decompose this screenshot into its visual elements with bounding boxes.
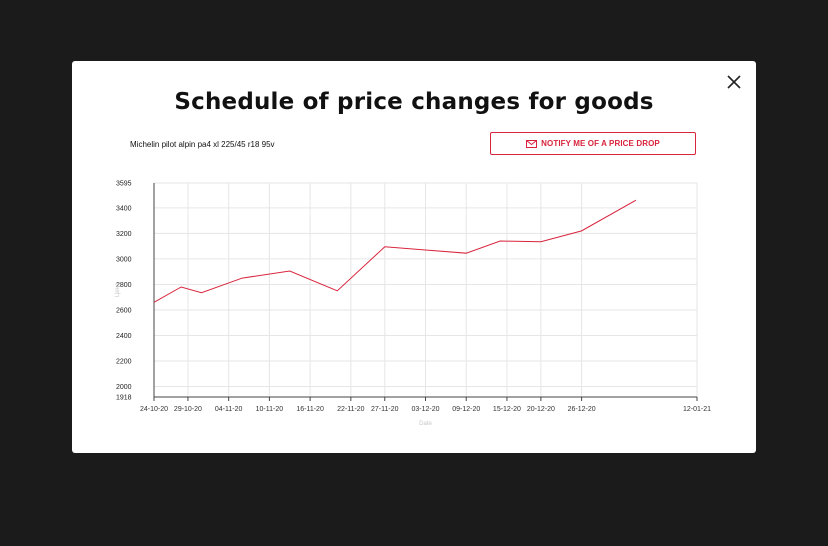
y-axis-label: Цена	[115, 282, 121, 297]
y-tick-label: 3200	[116, 231, 132, 238]
y-tick-label: 3000	[116, 256, 132, 263]
x-tick-label: 10-11-20	[256, 406, 284, 413]
y-axis-ticks: 1918 2000 2200 2400 2600 2800 3000 3200 3400 3595	[116, 181, 132, 402]
x-tick-label: 16-11-20	[296, 406, 324, 413]
y-tick-label: 2400	[116, 333, 132, 340]
x-axis-label: Date	[419, 421, 432, 427]
chart-axes	[153, 183, 698, 401]
y-tick-label: 3400	[116, 205, 132, 212]
chart-grid	[153, 182, 698, 398]
product-name: Michelin pilot alpin pa4 xl 225/45 r18 9…	[130, 140, 275, 149]
x-tick-label: 20-12-20	[527, 406, 555, 413]
x-tick-label: 29-10-20	[174, 406, 202, 413]
y-tick-label: 1918	[116, 395, 132, 402]
y-tick-label: 2600	[116, 307, 132, 314]
price-history-modal: Schedule of price changes for goods Mich…	[72, 61, 756, 453]
x-tick-label: 24-10-20	[140, 406, 168, 413]
x-tick-label: 27-11-20	[371, 406, 399, 413]
x-tick-label: 22-11-20	[337, 406, 365, 413]
modal-title: Schedule of price changes for goods	[174, 89, 654, 115]
close-icon[interactable]	[724, 72, 744, 92]
y-tick-label: 2200	[116, 359, 132, 366]
notify-price-drop-button[interactable]: NOTIFY ME OF A PRICE DROP	[490, 132, 696, 155]
envelope-icon	[526, 139, 538, 148]
x-tick-label: 04-11-20	[215, 406, 243, 413]
x-tick-label: 03-12-20	[411, 406, 439, 413]
price-series-line	[153, 199, 637, 303]
price-chart: 1918 2000 2200 2400 2600 2800 3000 3200 3400 3595…	[115, 181, 711, 428]
x-tick-label: 09-12-20	[452, 406, 480, 413]
x-tick-label: 26-12-20	[568, 406, 596, 413]
x-tick-label: 12-01-21	[683, 406, 711, 413]
y-tick-label: 2000	[116, 384, 132, 391]
y-tick-label: 2800	[116, 282, 132, 289]
x-axis-ticks: 24-10-20 29-10-20 04-11-20 10-11-20 16-11-20…	[140, 406, 711, 413]
notify-button-label: NOTIFY ME OF A PRICE DROP	[541, 139, 660, 148]
x-tick-label: 15-12-20	[493, 406, 521, 413]
y-tick-label: 3595	[116, 181, 132, 188]
